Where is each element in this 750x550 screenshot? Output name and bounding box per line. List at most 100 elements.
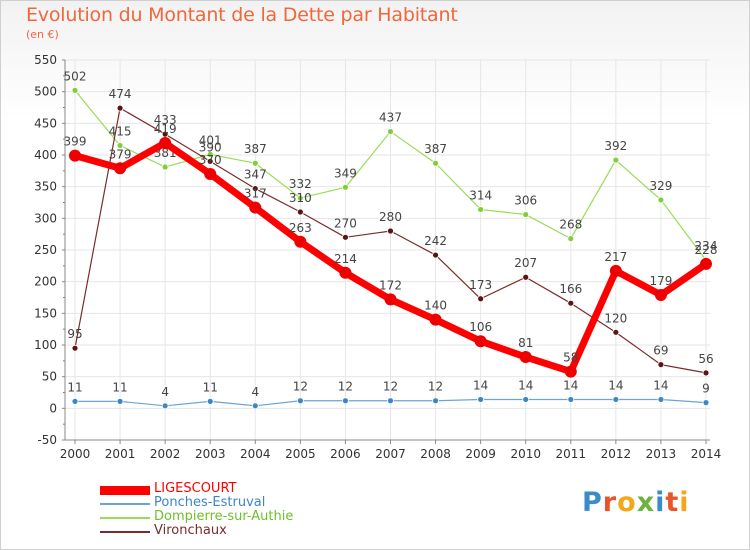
x-tick-label: 2002 (150, 447, 181, 461)
x-tick-label: 2005 (285, 447, 316, 461)
data-point-ponches-estruval (477, 396, 485, 403)
data-point-vironchaux (432, 251, 439, 259)
data-point-ponches-estruval (161, 402, 169, 410)
x-tick-label: 2010 (510, 447, 541, 461)
chart-title: Evolution du Montant de la Dette par Hab… (26, 4, 458, 26)
data-point-vironchaux (387, 227, 394, 235)
data-label-ponches-estruval: 12 (293, 380, 308, 394)
data-point-dompierre-sur-authie (296, 194, 304, 202)
y-tick-label: 400 (34, 148, 57, 162)
data-label-ponches-estruval: 4 (161, 385, 169, 399)
data-point-vironchaux (522, 273, 530, 281)
data-label-vironchaux: 390 (199, 140, 222, 154)
y-tick-label: 250 (34, 243, 57, 257)
data-point-dompierre-sur-authie (116, 142, 124, 149)
data-label-vironchaux: 173 (469, 278, 492, 292)
logo-letter: P (582, 487, 603, 518)
data-point-vironchaux (567, 299, 575, 307)
data-label-ligescourt: 419 (154, 122, 177, 136)
y-tick-label: 0 (49, 401, 57, 415)
logo-letter: r (602, 487, 618, 518)
legend-item-dompierre-sur-authie[interactable]: Dompierre-sur-Authie (100, 509, 360, 525)
data-point-vironchaux (612, 328, 620, 336)
data-label-ponches-estruval: 12 (338, 380, 353, 394)
data-label-ponches-estruval: 14 (653, 378, 668, 392)
data-label-dompierre-sur-authie: 502 (64, 69, 87, 83)
logo-letter: t (665, 487, 680, 518)
data-label-vironchaux: 310 (289, 191, 312, 205)
data-label-dompierre-sur-authie: 332 (289, 177, 312, 191)
data-label-dompierre-sur-authie: 392 (604, 139, 627, 153)
data-label-vironchaux: 207 (514, 256, 537, 270)
legend-label-ligescourt: LIGESCOURT (154, 481, 237, 496)
data-label-ligescourt: 217 (604, 250, 627, 264)
data-point-ligescourt (700, 257, 712, 270)
x-tick-label: 2000 (60, 447, 91, 461)
data-point-dompierre-sur-authie (477, 206, 485, 213)
data-label-ponches-estruval: 9 (702, 382, 710, 396)
legend-item-vironchaux[interactable]: Vironchaux (100, 523, 360, 539)
data-label-ponches-estruval: 12 (428, 380, 443, 394)
data-point-dompierre-sur-authie (206, 150, 214, 158)
data-point-dompierre-sur-authie (612, 156, 620, 164)
data-label-ponches-estruval: 14 (473, 378, 488, 392)
data-point-ponches-estruval (657, 396, 665, 403)
data-point-vironchaux (657, 361, 665, 369)
data-label-ligescourt: 379 (109, 147, 132, 161)
x-tick-label: 2003 (195, 447, 226, 461)
data-point-ligescourt (384, 293, 397, 306)
data-point-vironchaux (477, 295, 485, 303)
data-point-dompierre-sur-authie (567, 235, 575, 243)
legend-item-ligescourt[interactable]: LIGESCOURT (100, 481, 360, 497)
x-tick-label: 2001 (105, 447, 136, 461)
data-label-ligescourt: 214 (334, 252, 357, 266)
x-tick-label: 2006 (330, 447, 361, 461)
data-label-dompierre-sur-authie: 387 (424, 142, 447, 156)
logo-letter: x (636, 487, 656, 518)
legend-item-ponches-estruval[interactable]: Ponches-Estruval (100, 495, 360, 511)
data-label-ponches-estruval: 11 (112, 380, 127, 394)
data-label-ligescourt: 399 (64, 135, 87, 149)
data-point-dompierre-sur-authie (161, 163, 169, 171)
data-point-vironchaux (251, 185, 259, 192)
data-point-ponches-estruval (522, 396, 530, 403)
legend-label-ponches-estruval: Ponches-Estruval (154, 495, 266, 510)
x-tick-label: 2013 (646, 447, 677, 461)
data-point-ligescourt (564, 365, 577, 378)
y-tick-label: 450 (34, 116, 57, 130)
x-tick-label: 2011 (556, 447, 587, 461)
data-point-ligescourt (474, 335, 487, 348)
y-tick-label: 350 (34, 180, 57, 194)
data-point-ligescourt (249, 201, 262, 214)
data-point-vironchaux (206, 157, 214, 165)
data-point-ponches-estruval (116, 397, 124, 405)
data-point-ponches-estruval (567, 396, 575, 403)
data-label-dompierre-sur-authie: 349 (334, 166, 357, 180)
data-label-dompierre-sur-authie: 329 (649, 179, 672, 193)
y-tick-label: 100 (34, 338, 57, 352)
logo-letter: i (655, 487, 666, 518)
data-point-ponches-estruval (71, 397, 79, 405)
data-label-ponches-estruval: 11 (203, 380, 218, 394)
data-label-vironchaux: 120 (604, 311, 627, 325)
data-point-dompierre-sur-authie (71, 87, 79, 94)
data-label-ligescourt: 179 (649, 274, 672, 288)
data-point-ligescourt (519, 351, 532, 364)
data-label-ponches-estruval: 12 (383, 380, 398, 394)
data-label-vironchaux: 242 (424, 234, 447, 248)
data-label-ligescourt: 140 (424, 299, 447, 313)
data-label-ligescourt: 81 (518, 336, 533, 350)
data-point-ligescourt (159, 136, 172, 149)
data-label-dompierre-sur-authie: 234 (695, 239, 718, 253)
x-tick-label: 2008 (420, 447, 451, 461)
logo-letter: i (679, 487, 690, 518)
data-point-vironchaux (342, 233, 349, 241)
logo-letter: o (617, 487, 637, 518)
proxiti-logo[interactable]: Proxiti (582, 487, 690, 518)
data-label-ligescourt: 263 (289, 221, 312, 235)
data-point-ponches-estruval (387, 397, 394, 405)
data-label-ponches-estruval: 14 (563, 378, 578, 392)
y-tick-label: 500 (34, 85, 57, 99)
x-tick-label: 2007 (375, 447, 406, 461)
